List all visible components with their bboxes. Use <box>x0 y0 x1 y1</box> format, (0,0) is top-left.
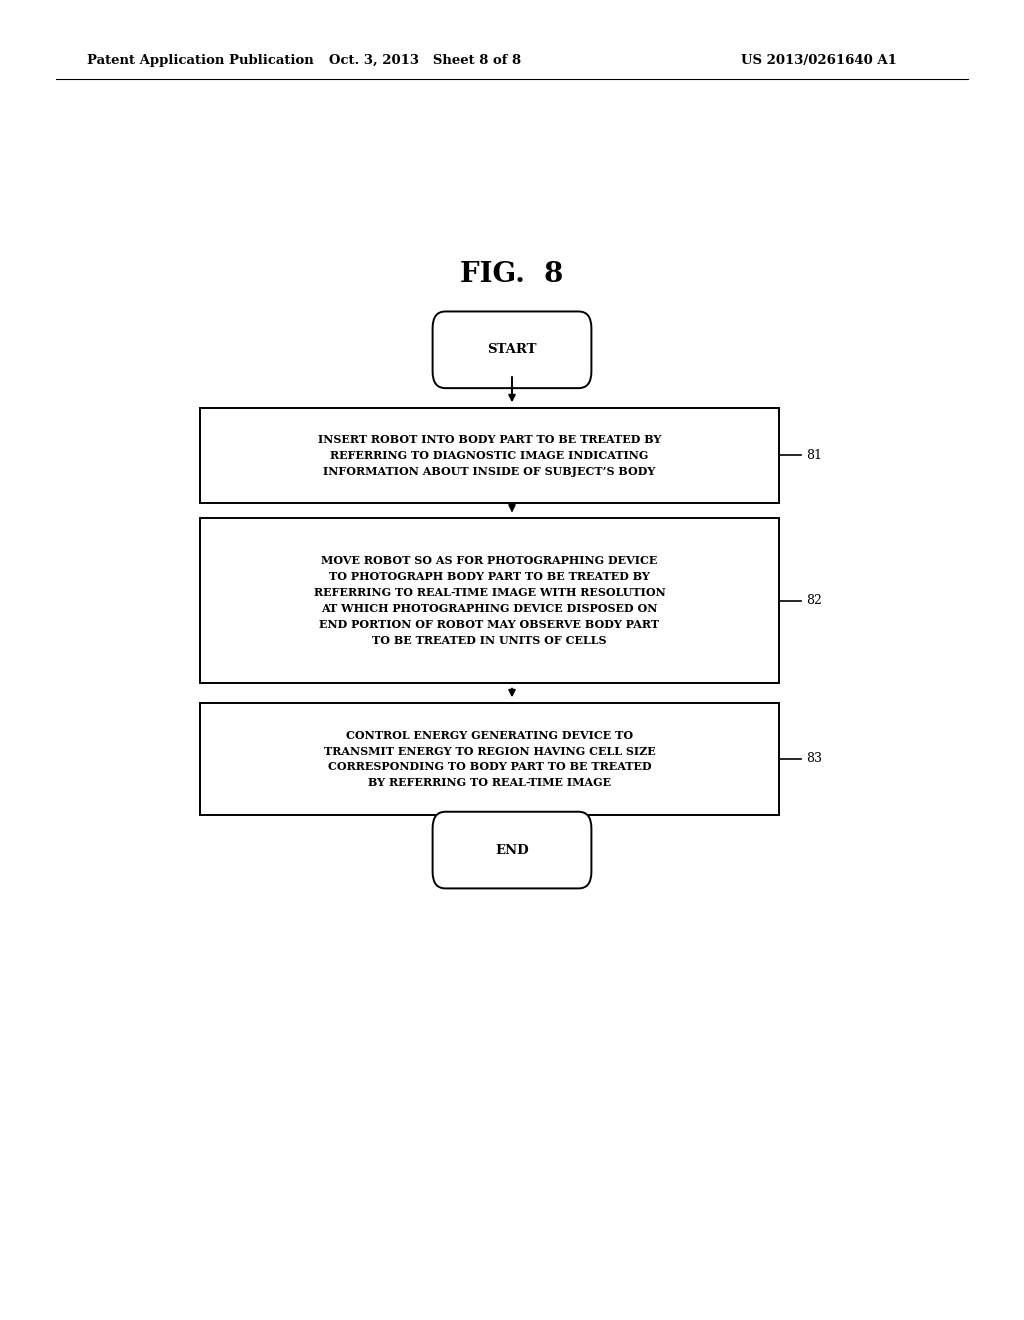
Text: 82: 82 <box>807 594 822 607</box>
Text: MOVE ROBOT SO AS FOR PHOTOGRAPHING DEVICE
TO PHOTOGRAPH BODY PART TO BE TREATED : MOVE ROBOT SO AS FOR PHOTOGRAPHING DEVIC… <box>313 556 666 645</box>
FancyBboxPatch shape <box>432 312 592 388</box>
Bar <box>201 702 778 814</box>
Text: Oct. 3, 2013   Sheet 8 of 8: Oct. 3, 2013 Sheet 8 of 8 <box>329 54 521 67</box>
Text: INSERT ROBOT INTO BODY PART TO BE TREATED BY
REFERRING TO DIAGNOSTIC IMAGE INDIC: INSERT ROBOT INTO BODY PART TO BE TREATE… <box>317 434 662 477</box>
Text: 83: 83 <box>807 752 822 766</box>
Text: 81: 81 <box>807 449 822 462</box>
Text: Patent Application Publication: Patent Application Publication <box>87 54 313 67</box>
Bar <box>201 517 778 682</box>
Text: CONTROL ENERGY GENERATING DEVICE TO
TRANSMIT ENERGY TO REGION HAVING CELL SIZE
C: CONTROL ENERGY GENERATING DEVICE TO TRAN… <box>324 730 655 788</box>
Text: END: END <box>496 843 528 857</box>
FancyBboxPatch shape <box>432 812 592 888</box>
Text: START: START <box>487 343 537 356</box>
Text: FIG.  8: FIG. 8 <box>461 261 563 288</box>
Text: US 2013/0261640 A1: US 2013/0261640 A1 <box>741 54 897 67</box>
Bar <box>201 408 778 503</box>
